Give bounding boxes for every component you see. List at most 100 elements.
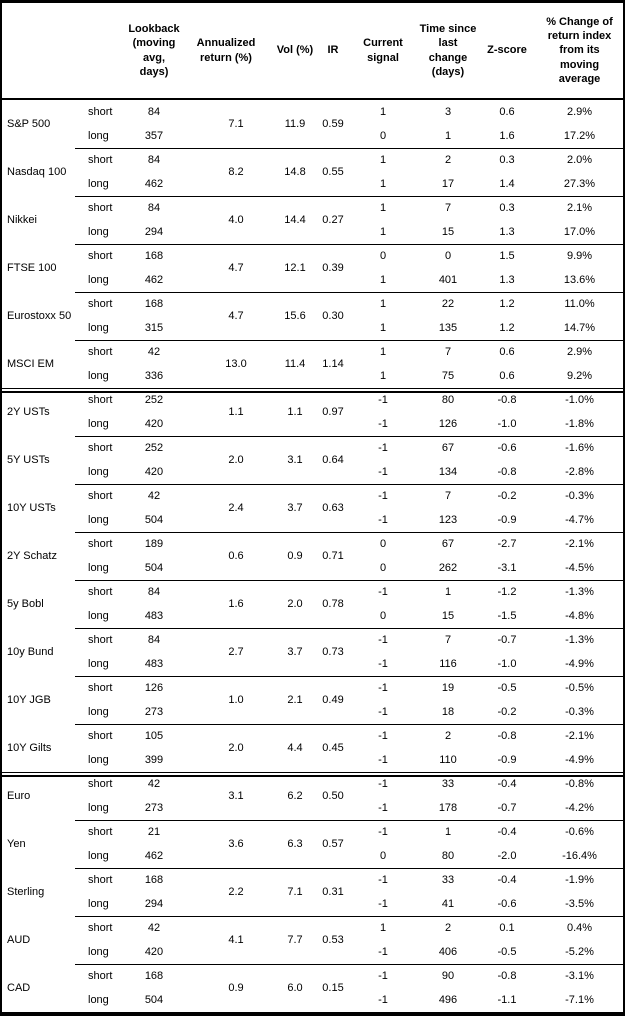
ir-value: 0.30 [322,309,344,322]
signal-value: 1 [379,921,387,934]
period-label: long [88,417,109,430]
time-since-value: 15 [441,225,455,238]
ir-value: 0.49 [322,693,344,706]
zscore-value: -0.7 [497,633,517,646]
period-label: long [88,705,109,718]
period-label: long [88,849,109,862]
lookback-value: 84 [147,633,161,646]
pct-change-value: -0.3% [565,705,594,718]
ir-value: 0.55 [322,165,344,178]
zscore-value: 0.6 [499,369,515,382]
asset-name: FTSE 100 [7,261,57,274]
annualized-return-value: 4.7 [228,261,244,274]
lookback-value: 462 [144,177,164,190]
asset-group-row: FTSE 100 short 168 0 0 1.5 9.9% 4.7 12.1… [2,244,623,292]
zscore-value: -1.2 [497,585,517,598]
pct-change-value: -1.6% [565,441,594,454]
annualized-return-value: 2.4 [228,501,244,514]
time-since-value: 126 [438,417,458,430]
annualized-return-value: 2.7 [228,645,244,658]
time-since-value: 41 [441,897,455,910]
pct-change-value: -2.8% [565,465,594,478]
period-label: short [88,681,113,694]
vol-value: 0.9 [287,549,303,562]
asset-group-row: 5y Bobl short 84 -1 1 -1.2 -1.3% 1.6 2.0… [2,580,623,628]
asset-name: MSCI EM [7,357,55,370]
lookback-value: 168 [144,249,164,262]
column-header-time-since-last-change: Time since last change (days) [419,22,477,78]
time-since-value: 18 [441,705,455,718]
zscore-value: -1.5 [497,609,517,622]
lookback-value: 294 [144,897,164,910]
column-header-ir: IR [327,44,339,57]
period-label: long [88,897,109,910]
annualized-return-value: 4.7 [228,309,244,322]
time-since-value: 496 [438,993,458,1006]
lookback-value: 42 [147,489,161,502]
asset-name: Yen [7,837,26,850]
annualized-return-value: 2.0 [228,741,244,754]
signal-value: -1 [378,513,388,526]
time-since-value: 135 [438,321,458,334]
zscore-value: -0.5 [497,945,517,958]
time-since-value: 22 [441,297,455,310]
signal-value: -1 [378,897,388,910]
pct-change-value: 11.0% [564,297,595,310]
lookback-value: 420 [144,417,164,430]
zscore-value: -0.4 [497,777,517,790]
ir-value: 0.53 [322,933,344,946]
asset-name: 5Y USTs [7,453,50,466]
time-since-value: 134 [438,465,458,478]
lookback-value: 273 [144,705,164,718]
pct-change-value: 2.9% [566,105,593,118]
lookback-value: 105 [144,729,164,742]
annualized-return-value: 2.0 [228,453,244,466]
vol-value: 6.0 [287,981,303,994]
pct-change-value: -7.1% [565,993,594,1006]
annualized-return-value: 13.0 [225,357,247,370]
period-label: short [88,153,113,166]
period-label: long [88,561,109,574]
column-header-current-signal: Current signal [363,37,403,64]
period-label: short [88,441,113,454]
lookback-value: 84 [147,153,161,166]
asset-group-row: Yen short 21 -1 1 -0.4 -0.6% 3.6 6.3 0.5… [2,820,623,868]
time-since-value: 2 [444,153,452,166]
zscore-value: -0.5 [497,681,517,694]
signal-value: -1 [378,681,388,694]
lookback-value: 84 [147,585,161,598]
lookback-value: 315 [144,321,164,334]
period-label: long [88,369,109,382]
signal-value: 0 [379,249,387,262]
asset-name: Nikkei [7,213,37,226]
vol-value: 3.1 [287,453,303,466]
period-label: short [88,105,113,118]
time-since-value: 2 [444,729,452,742]
vol-value: 7.7 [287,933,303,946]
vol-value: 11.9 [284,117,306,130]
ir-value: 0.59 [322,117,344,130]
pct-change-value: -2.1% [565,729,594,742]
period-label: long [88,801,109,814]
vol-value: 7.1 [287,885,303,898]
ir-value: 0.63 [322,501,344,514]
signal-value: -1 [378,993,388,1006]
pct-change-value: 14.7% [563,321,596,334]
time-since-value: 401 [438,273,458,286]
time-since-value: 33 [441,873,455,886]
signal-value: 0 [379,609,387,622]
signal-value: 1 [379,105,387,118]
signal-value: -1 [378,585,388,598]
zscore-value: 1.5 [499,249,515,262]
lookback-value: 357 [144,129,164,142]
column-header-zscore: Z-score [487,44,527,57]
signal-value: -1 [378,633,388,646]
zscore-value: -0.8 [497,969,517,982]
asset-name: 2Y Schatz [7,549,57,562]
period-label: long [88,945,109,958]
period-label: long [88,273,109,286]
pct-change-value: 27.3% [563,177,596,190]
signal-value: 1 [379,273,387,286]
signal-value: -1 [378,777,388,790]
